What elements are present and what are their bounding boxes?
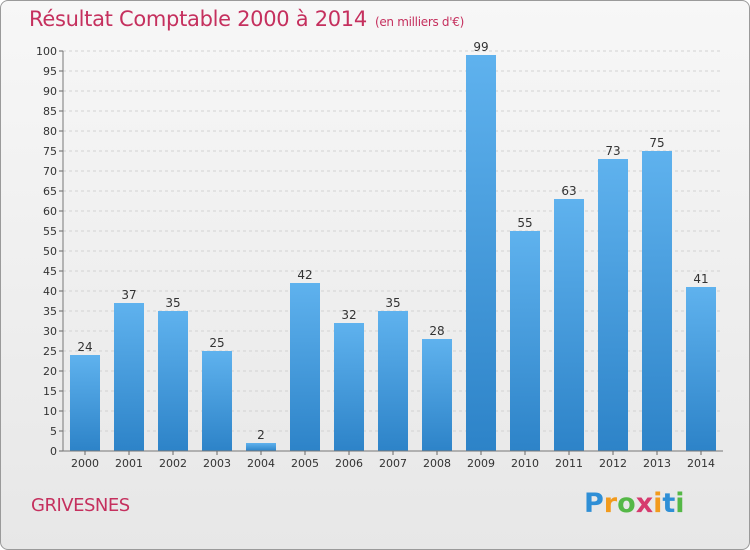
- x-tick-label: 2008: [423, 457, 451, 470]
- bar: [114, 303, 144, 451]
- y-tick-label: 10: [43, 405, 57, 418]
- chart-unit: (en milliers d'€): [374, 15, 464, 29]
- x-tick-label: 2010: [511, 457, 539, 470]
- x-tick-label: 2013: [643, 457, 671, 470]
- bar-value-label: 35: [385, 296, 400, 310]
- y-tick-label: 20: [43, 365, 57, 378]
- bar: [290, 283, 320, 451]
- bar-value-label: 32: [341, 308, 356, 322]
- y-tick-label: 70: [43, 165, 57, 178]
- bar-value-label: 55: [517, 216, 532, 230]
- x-tick-label: 2011: [555, 457, 583, 470]
- y-tick-label: 85: [43, 105, 57, 118]
- y-tick-label: 50: [43, 245, 57, 258]
- y-tick-label: 95: [43, 65, 57, 78]
- y-tick-label: 75: [43, 145, 57, 158]
- bar: [598, 159, 628, 451]
- bar-value-label: 25: [209, 336, 224, 350]
- bar: [510, 231, 540, 451]
- logo-letter: x: [635, 488, 654, 519]
- x-tick-label: 2005: [291, 457, 319, 470]
- y-tick-label: 80: [43, 125, 57, 138]
- x-tick-label: 2014: [687, 457, 715, 470]
- x-tick-label: 2003: [203, 457, 231, 470]
- y-tick-label: 90: [43, 85, 57, 98]
- logo-letter: t: [662, 488, 676, 519]
- bar: [642, 151, 672, 451]
- bar-value-label: 2: [257, 428, 265, 442]
- logo-letter: P: [584, 488, 604, 519]
- bar: [334, 323, 364, 451]
- y-tick-label: 30: [43, 325, 57, 338]
- y-tick-label: 60: [43, 205, 57, 218]
- bar-value-label: 42: [297, 268, 312, 282]
- logo-letter: i: [653, 488, 663, 519]
- bar-value-label: 37: [121, 288, 136, 302]
- y-tick-label: 45: [43, 265, 57, 278]
- logo-letter: o: [617, 488, 636, 519]
- x-tick-label: 2006: [335, 457, 363, 470]
- x-tick-label: 2012: [599, 457, 627, 470]
- bar-value-label: 73: [605, 144, 620, 158]
- x-tick-label: 2009: [467, 457, 495, 470]
- y-tick-label: 0: [50, 445, 57, 458]
- logo-letter: r: [603, 488, 618, 519]
- chart-title: Résultat Comptable 2000 à 2014 (en millie…: [29, 7, 464, 31]
- bar: [246, 443, 276, 451]
- chart-title-text: Résultat Comptable 2000 à 2014: [29, 7, 367, 31]
- bar-value-label: 75: [649, 136, 664, 150]
- x-tick-label: 2001: [115, 457, 143, 470]
- y-tick-label: 55: [43, 225, 57, 238]
- y-tick-label: 100: [36, 45, 57, 58]
- bar: [378, 311, 408, 451]
- bar-value-label: 35: [165, 296, 180, 310]
- bar-value-label: 41: [693, 272, 708, 286]
- y-tick-label: 5: [50, 425, 57, 438]
- bar: [158, 311, 188, 451]
- y-tick-label: 65: [43, 185, 57, 198]
- x-tick-label: 2000: [71, 457, 99, 470]
- x-tick-label: 2004: [247, 457, 275, 470]
- logo-letter: i: [675, 488, 685, 519]
- bar-value-label: 99: [473, 40, 488, 54]
- bar-value-label: 28: [429, 324, 444, 338]
- bar: [70, 355, 100, 451]
- bar-value-label: 24: [77, 340, 92, 354]
- place-name: GRIVESNES: [31, 495, 130, 516]
- bar: [466, 55, 496, 451]
- y-tick-label: 25: [43, 345, 57, 358]
- x-tick-label: 2002: [159, 457, 187, 470]
- y-tick-label: 40: [43, 285, 57, 298]
- bar-value-label: 63: [561, 184, 576, 198]
- bar: [686, 287, 716, 451]
- bar: [422, 339, 452, 451]
- y-tick-label: 35: [43, 305, 57, 318]
- x-tick-label: 2007: [379, 457, 407, 470]
- bar: [202, 351, 232, 451]
- bar: [554, 199, 584, 451]
- y-tick-label: 15: [43, 385, 57, 398]
- proxiti-logo: Proxiti: [584, 488, 685, 519]
